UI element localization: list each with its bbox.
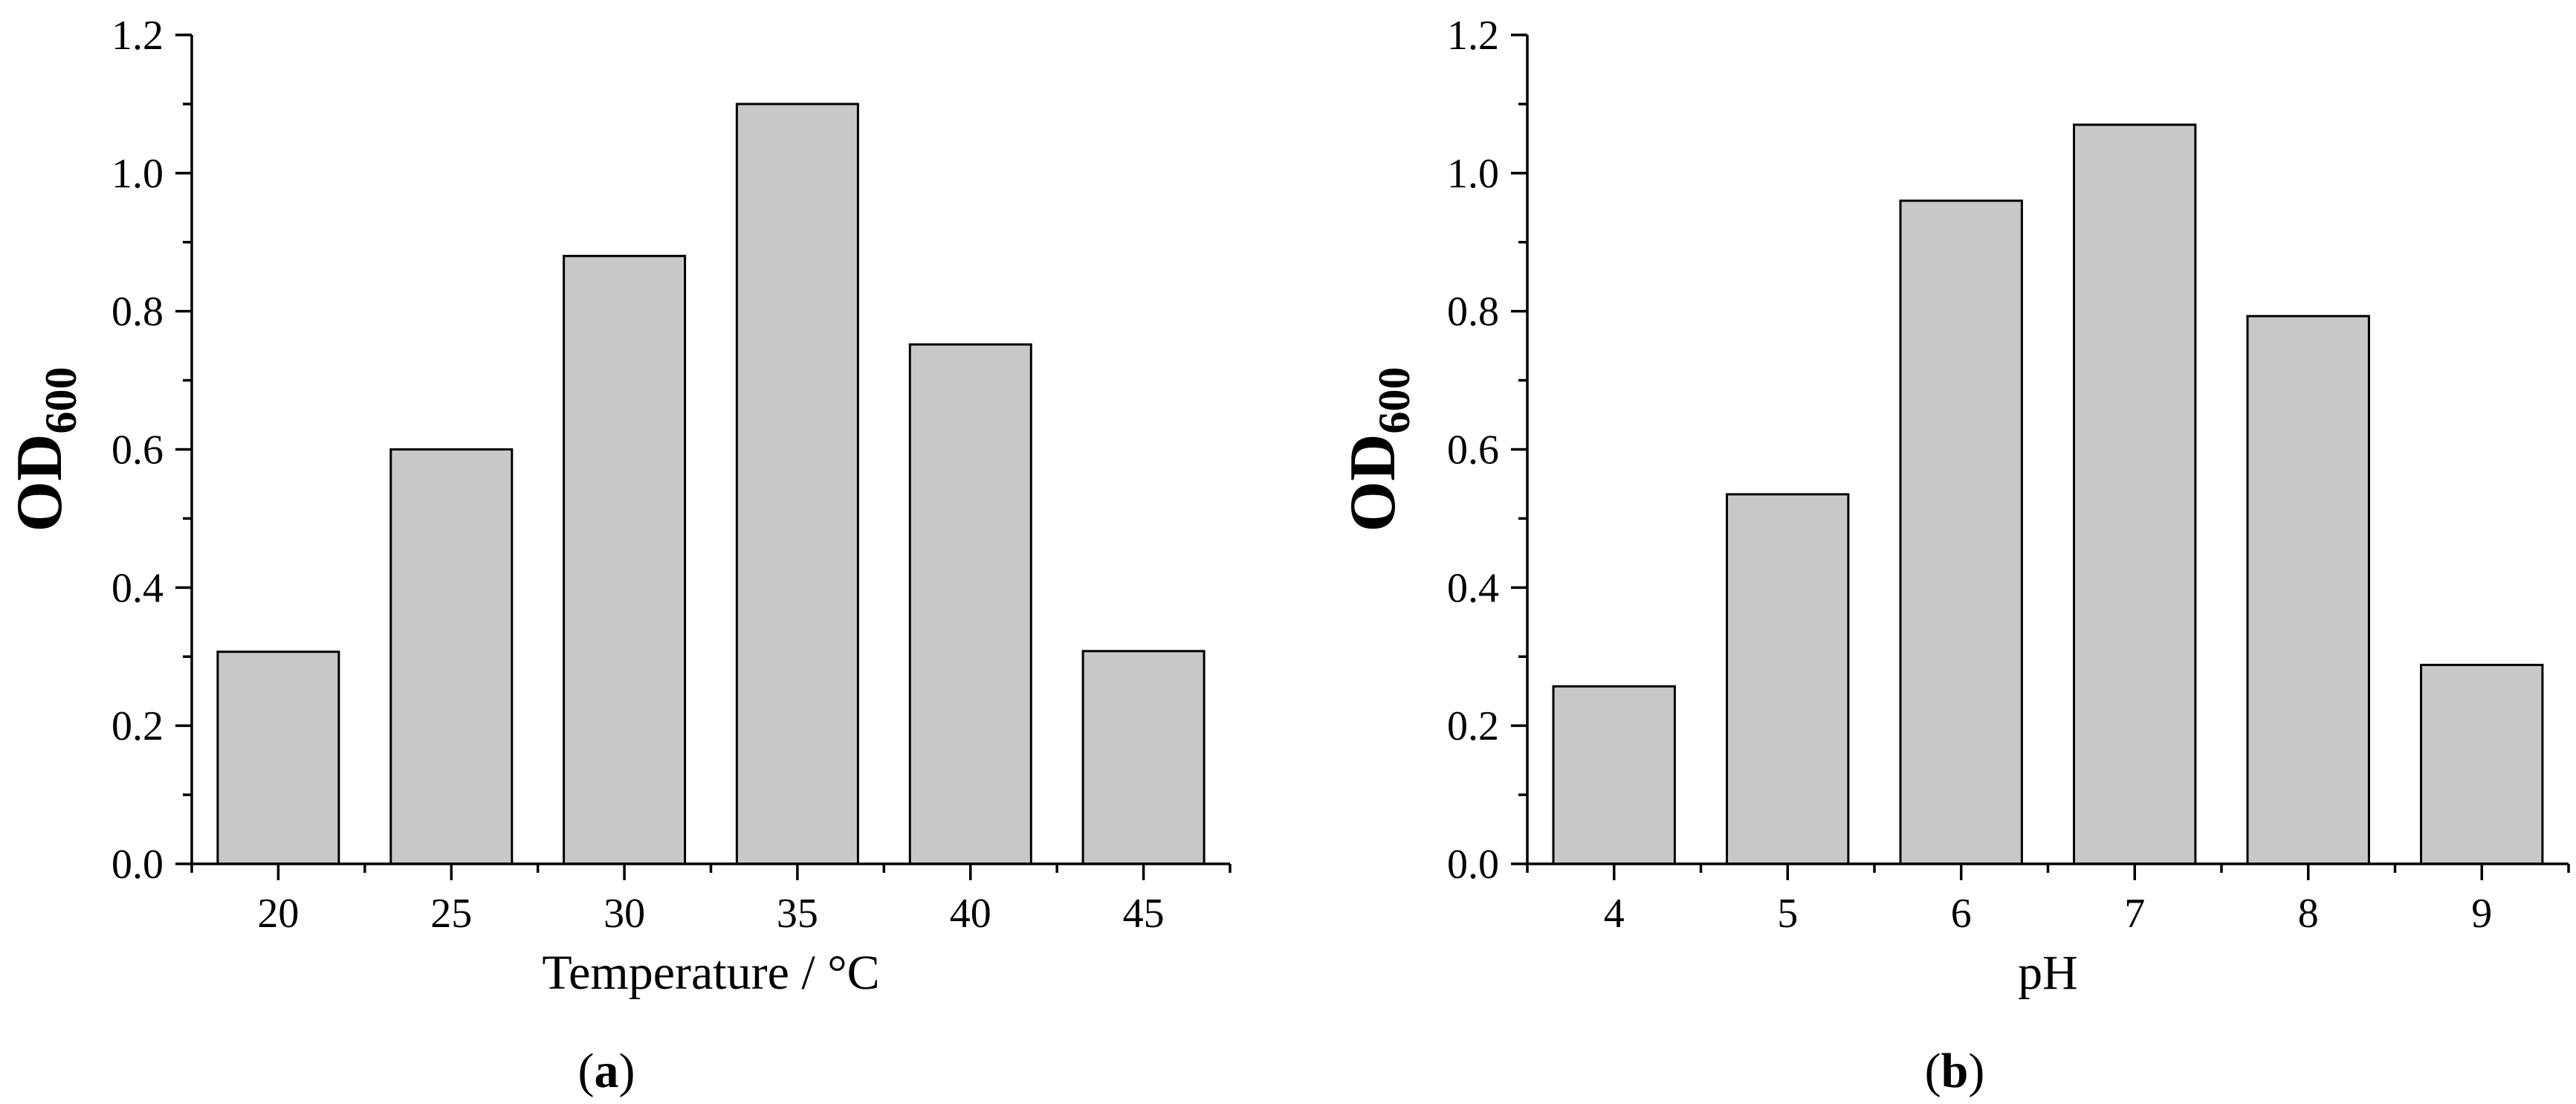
panel-b-letter-text: b [1941,1044,1969,1098]
panel-a-x-tick-label-40: 40 [950,891,991,937]
panel-a-bar-45 [1081,650,1206,865]
panel-a-bar-40 [908,343,1032,865]
panel-a-x-tick-label-25: 25 [430,891,472,937]
panel-a-x-tick-label-35: 35 [777,891,818,937]
panel-b-x-tick-label-7: 7 [2124,891,2145,937]
panel-b-y-axis-title-subscript: 600 [1370,367,1419,434]
panel-a-x-tick-label-30: 30 [603,891,645,937]
panel-b-y-tick-label: 0.6 [1447,427,1499,474]
panel-b-y-tick-label: 1.0 [1447,151,1499,197]
panel-a-y-tick-label: 0.2 [111,703,164,749]
panel-b-y-tick-label: 0.8 [1447,289,1499,335]
panel-a-y-axis-title-main: OD [4,434,76,532]
panel-b-bar-7 [2073,123,2197,865]
panel-b-x-tick-label-8: 8 [2298,891,2319,937]
panel-a-letter-close-paren: ) [619,1044,635,1098]
panel-a-bar-30 [563,254,687,865]
panel-b-bar-5 [1726,493,1850,865]
panel-a-y-axis-title-subscript: 600 [36,367,85,434]
panel-b-x-tick-label-5: 5 [1777,891,1798,937]
panel-b-y-axis-title-main: OD [1337,434,1409,532]
panel-b-y-tick-label: 0.4 [1447,565,1499,611]
panel-b-x-tick-label-6: 6 [1951,891,1972,937]
panel-b-y-axis-title: OD600 [1337,367,1419,532]
panel-b-letter-close-paren: ) [1968,1044,1984,1098]
panel-a-x-tick-label-20: 20 [257,891,299,937]
panel-b-bar-4 [1552,685,1676,865]
panel-a-y-tick-label: 0.8 [111,289,164,335]
panel-b-y-tick-label: 0.0 [1447,842,1499,888]
panel-a-y-tick-label: 1.2 [111,13,164,59]
panel-b-x-tick-label-9: 9 [2471,891,2492,937]
panel-a-y-tick-label: 0.0 [111,842,164,888]
panel-b-y-tick-label: 1.2 [1447,13,1499,59]
panel-a-y-tick-label: 1.0 [111,151,164,197]
panel-a-x-tick-label-45: 45 [1123,891,1165,937]
panel-a-y-tick-label: 0.6 [111,427,164,474]
panel-b-bar-9 [2420,663,2544,865]
panel-b-x-tick-label-4: 4 [1604,891,1625,937]
panel-b-y-tick-label: 0.2 [1447,703,1499,749]
panel-a-bar-35 [735,103,859,865]
panel-b-chart: 0.0 0.2 0.4 0.6 0.8 1.0 1.2 4 5 6 7 8 9 pH OD600 (b) [1337,13,2570,1098]
panel-a-y-tick-label: 0.4 [111,565,164,611]
panel-a-letter: (a) [578,1044,635,1098]
panel-b-bar-8 [2246,314,2370,865]
panel-a-y-axis-title: OD600 [4,367,85,532]
panel-a-bar-20 [216,651,340,865]
panel-a-letter-text: a [595,1044,619,1098]
panel-b-letter-open-paren: ( [1925,1044,1941,1098]
panel-a-bar-25 [389,448,514,865]
panel-a-x-axis-title: Temperature / °C [542,946,879,1000]
panel-b-bar-6 [1899,199,2023,865]
panel-b-letter: (b) [1925,1044,1985,1098]
panel-b-x-axis-title: pH [2018,946,2078,1000]
panel-a-chart: 0.0 0.2 0.4 0.6 0.8 1.0 1.2 20 25 30 35 40 45 Tempera… [4,13,1232,1098]
panel-a-letter-open-paren: ( [578,1044,595,1098]
